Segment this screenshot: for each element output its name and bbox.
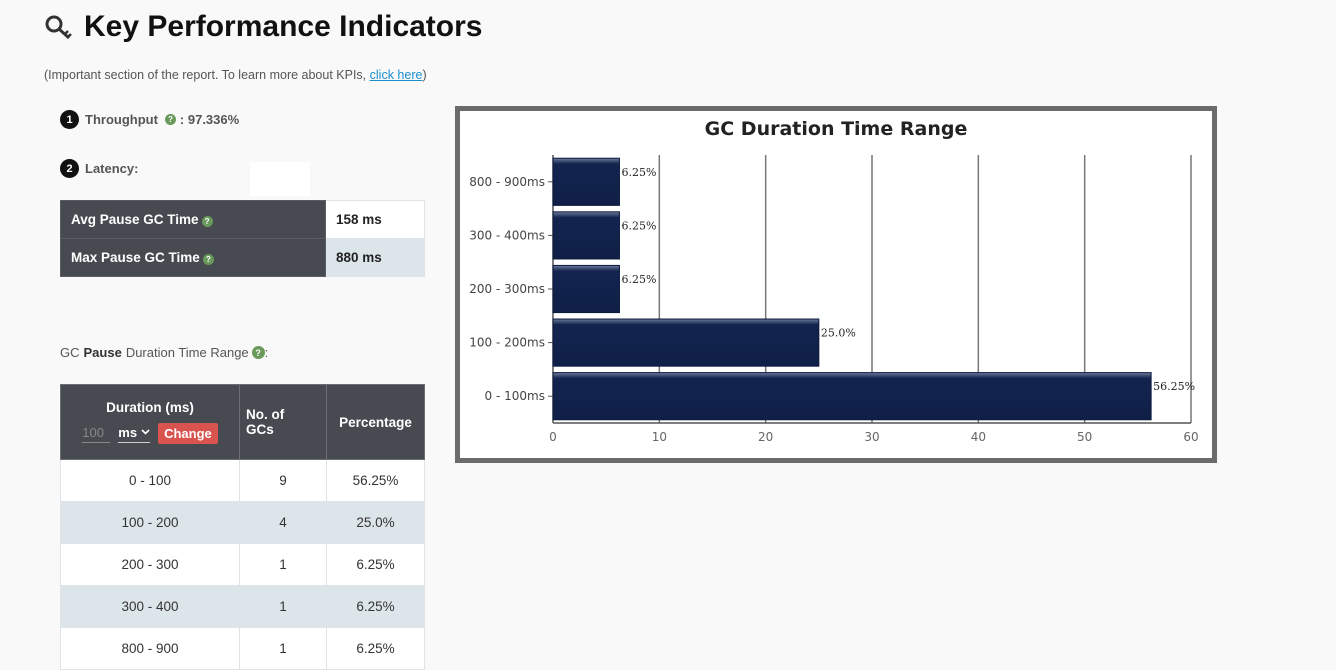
page-title-text: Key Performance Indicators (84, 10, 483, 43)
table-row: 300 - 400 1 6.25% (60, 585, 425, 628)
y-tick-label: 100 - 200ms (469, 336, 545, 350)
pct-cell: 56.25% (326, 459, 425, 502)
x-tick-label: 60 (1183, 430, 1198, 444)
latency-line: 2 Latency: (60, 159, 138, 178)
max-pause-value: 880 ms (325, 238, 425, 277)
x-tick-label: 20 (758, 430, 773, 444)
blank-panel (250, 162, 310, 196)
pct-cell: 6.25% (326, 627, 425, 670)
duration-input[interactable]: 100 (82, 425, 111, 443)
bar (552, 157, 620, 206)
bar (552, 318, 820, 367)
y-tick-label: 800 - 900ms (469, 175, 545, 189)
count-cell: 1 (239, 585, 327, 628)
range-caption: GC Pause Duration Time Range ? : (60, 345, 269, 360)
help-icon[interactable]: ? (164, 114, 176, 125)
avg-pause-value: 158 ms (325, 200, 425, 239)
range-cell: 0 - 100 (60, 459, 240, 502)
table-row: Avg Pause GC Time? 158 ms (60, 200, 425, 239)
bar (552, 211, 620, 260)
percentage-header: Percentage (326, 384, 425, 460)
data-label: 25.0% (821, 327, 856, 340)
table-row: 800 - 900 1 6.25% (60, 627, 425, 670)
throughput-value: : 97.336% (179, 112, 240, 127)
x-tick-label: 10 (652, 430, 667, 444)
bar (552, 264, 620, 314)
x-tick-label: 0 (549, 430, 557, 444)
data-label: 6.25% (621, 166, 656, 179)
avg-pause-label: Avg Pause GC Time? (60, 200, 326, 239)
range-cell: 100 - 200 (60, 501, 240, 544)
gc-duration-chart: GC Duration Time Range 0 10 20 30 40 50 60 800 … (455, 106, 1217, 463)
x-tick-label: 50 (1077, 430, 1092, 444)
latency-table: Avg Pause GC Time? 158 ms Max Pause GC T… (60, 200, 425, 277)
chevron-down-icon (141, 429, 150, 435)
intro-text: (Important section of the report. To lea… (44, 68, 427, 82)
duration-header: Duration (ms) 100 ms Change (60, 384, 240, 460)
data-label: 56.25% (1153, 380, 1195, 393)
data-label: 6.25% (621, 273, 656, 286)
max-pause-label: Max Pause GC Time? (60, 238, 326, 277)
latency-label: Latency: (85, 161, 139, 176)
number-badge: 1 (60, 110, 79, 129)
table-row: 0 - 100 9 56.25% (60, 459, 425, 502)
data-label: 6.25% (621, 219, 656, 232)
number-badge: 2 (60, 159, 79, 178)
throughput-line: 1 Throughput ? : 97.336% (60, 110, 239, 129)
count-cell: 9 (239, 459, 327, 502)
pct-cell: 6.25% (326, 543, 425, 586)
pct-cell: 6.25% (326, 585, 425, 628)
x-tick-label: 40 (971, 430, 986, 444)
table-row: 100 - 200 4 25.0% (60, 501, 425, 544)
y-tick-label: 200 - 300ms (469, 282, 545, 296)
key-icon (44, 14, 74, 40)
count-cell: 1 (239, 543, 327, 586)
y-tick-label: 0 - 100ms (485, 389, 545, 403)
help-icon[interactable]: ? (251, 346, 265, 359)
table-row: 200 - 300 1 6.25% (60, 543, 425, 586)
throughput-label: Throughput (85, 112, 158, 127)
x-tick-label: 30 (864, 430, 879, 444)
help-icon[interactable]: ? (202, 254, 214, 265)
pct-cell: 25.0% (326, 501, 425, 544)
change-button[interactable]: Change (158, 423, 218, 444)
kpi-help-link[interactable]: click here (369, 68, 423, 82)
unit-select[interactable]: ms (118, 425, 151, 443)
y-tick-label: 300 - 400ms (469, 228, 545, 242)
gc-range-table: Duration (ms) 100 ms Change No. of GCs P… (60, 384, 425, 670)
count-cell: 4 (239, 501, 327, 544)
range-cell: 200 - 300 (60, 543, 240, 586)
count-header: No. of GCs (239, 384, 327, 460)
table-row: Max Pause GC Time? 880 ms (60, 238, 425, 277)
help-icon[interactable]: ? (201, 216, 213, 227)
chart-title: GC Duration Time Range (705, 118, 968, 140)
range-cell: 800 - 900 (60, 627, 240, 670)
range-cell: 300 - 400 (60, 585, 240, 628)
bar (552, 372, 1152, 421)
bar-chart-svg: GC Duration Time Range 0 10 20 30 40 50 60 800 … (469, 118, 1198, 444)
page-title: Key Performance Indicators (44, 8, 482, 46)
count-cell: 1 (239, 627, 327, 670)
